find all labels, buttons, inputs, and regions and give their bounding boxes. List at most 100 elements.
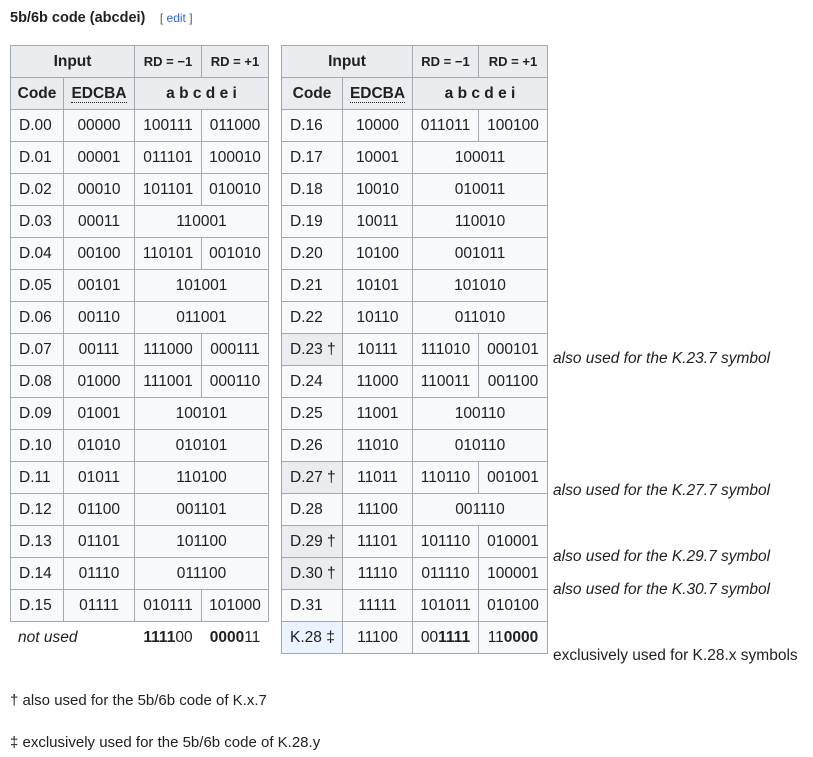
code-cell: D.13	[10, 525, 64, 558]
edcba-cell: 10000	[342, 109, 413, 142]
rd-plus-cell: 100001	[478, 557, 548, 590]
table-row: D.13 01101 101100	[10, 525, 269, 558]
rd-minus-cell: 100111	[134, 109, 202, 142]
edcba-cell: 00000	[63, 109, 135, 142]
edit-bracket-open: [	[159, 11, 164, 25]
rd-plus-cell: 001010	[201, 237, 269, 270]
abcdei-cell: 110100	[134, 461, 269, 494]
edcba-cell: 11000	[342, 365, 413, 398]
edcba-cell: 01101	[63, 525, 135, 558]
table-row: D.24 11000 110011 001100	[281, 365, 548, 398]
rd-minus-cell: 101011	[412, 589, 479, 622]
code-cell: D.31	[281, 589, 343, 622]
edcba-cell: 01100	[63, 493, 135, 526]
abcdei-cell: 010101	[134, 429, 269, 462]
header-code: Code	[10, 77, 64, 110]
rd-minus-cell: 110011	[412, 365, 479, 398]
code-cell: D.22	[281, 301, 343, 334]
code-cell: D.25	[281, 397, 343, 430]
code-cell: D.17	[281, 141, 343, 174]
rd-minus-cell: 011101	[134, 141, 202, 174]
table-row: D.25 11001 100110	[281, 397, 548, 430]
table-row: D.09 01001 100101	[10, 397, 269, 430]
table-row: D.04 00100 110101 001010	[10, 237, 269, 270]
header-rd-plus: RD = +1	[478, 45, 548, 78]
code-cell: D.02	[10, 173, 64, 206]
table-row: D.08 01000 111001 000110	[10, 365, 269, 398]
header-edcba-label: EDCBA	[349, 84, 406, 103]
edcba-cell: 10010	[342, 173, 413, 206]
table-row: D.23 † 10111 111010 000101	[281, 333, 548, 366]
header-abcdei: a b c d e i	[134, 77, 269, 110]
header-edcba: EDCBA	[63, 77, 135, 110]
code-cell: D.24	[281, 365, 343, 398]
edcba-cell: 10100	[342, 237, 413, 270]
table-row: D.20 10100 001011	[281, 237, 548, 270]
abcdei-cell: 100101	[134, 397, 269, 430]
edcba-cell: 00100	[63, 237, 135, 270]
edcba-cell: 00110	[63, 301, 135, 334]
edit-link[interactable]: edit	[166, 11, 186, 25]
rd-plus-cell: 000111	[201, 333, 269, 366]
code-cell: D.18	[281, 173, 343, 206]
rd-plus-cell: 000101	[478, 333, 548, 366]
header-rd-minus: RD = −1	[412, 45, 479, 78]
bold-bits: 1111	[438, 628, 471, 646]
edcba-cell: 01001	[63, 397, 135, 430]
section-heading: 5b/6b code (abcdei) [ edit ]	[10, 9, 193, 29]
code-cell: D.20	[281, 237, 343, 270]
rd-plus-cell: 011000	[201, 109, 269, 142]
code-cell: D.14	[10, 557, 64, 590]
edcba-cell: 01010	[63, 429, 135, 462]
table-row: D.07 00111 111000 000111	[10, 333, 269, 366]
code-cell: D.00	[10, 109, 64, 142]
rd-minus-cell: 101110	[412, 525, 479, 558]
code-cell: D.10	[10, 429, 64, 462]
code-cell: D.30 †	[281, 557, 343, 590]
table-row: D.17 10001 100011	[281, 141, 548, 174]
table-row: D.03 00011 110001	[10, 205, 269, 238]
note-d30: also used for the K.30.7 symbol	[553, 581, 771, 598]
plain-bits: 11	[487, 628, 504, 646]
header-code: Code	[281, 77, 343, 110]
table-row: D.28 11100 001110	[281, 493, 548, 526]
abcdei-cell: 110010	[412, 205, 548, 238]
bold-bits: 0000	[209, 628, 245, 646]
edcba-cell: 11101	[342, 525, 413, 558]
table-row: D.29 † 11101 101110 010001	[281, 525, 548, 558]
abcdei-cell: 011100	[134, 557, 269, 590]
section-title: 5b/6b code (abcdei)	[10, 10, 146, 26]
code-table-right: Input RD = −1 RD = +1 Code EDCBA a b c d…	[281, 45, 548, 654]
code-cell: D.16	[281, 109, 343, 142]
edcba-cell: 00101	[63, 269, 135, 302]
rd-minus-cell: 010111	[134, 589, 202, 622]
plain-bits: 00	[420, 628, 439, 646]
header-input: Input	[10, 45, 135, 78]
edit-section: [ edit ]	[160, 11, 193, 25]
code-cell: D.09	[10, 397, 64, 430]
header-rd-plus: RD = +1	[201, 45, 269, 78]
header-rd-minus: RD = −1	[134, 45, 202, 78]
edcba-cell: 00001	[63, 141, 135, 174]
rd-minus-cell: 011110	[412, 557, 479, 590]
plain-bits: 11	[244, 628, 261, 646]
rd-minus-cell: 101101	[134, 173, 202, 206]
rd-plus-cell: 010001	[478, 525, 548, 558]
edcba-cell: 11110	[342, 557, 413, 590]
edcba-cell: 10110	[342, 301, 413, 334]
edcba-cell: 10101	[342, 269, 413, 302]
code-table-left: Input RD = −1 RD = +1 Code EDCBA a b c d…	[10, 45, 269, 654]
table-row: D.00 00000 100111 011000	[10, 109, 269, 142]
code-cell: D.29 †	[281, 525, 343, 558]
not-used-row: not used 111100 000011	[10, 621, 269, 654]
abcdei-cell: 001101	[134, 493, 269, 526]
code-cell: D.08	[10, 365, 64, 398]
code-cell: D.15	[10, 589, 64, 622]
table-row: D.01 00001 011101 100010	[10, 141, 269, 174]
table-row: D.02 00010 101101 010010	[10, 173, 269, 206]
rd-minus-cell: 001111	[412, 621, 479, 654]
edit-bracket-close: ]	[189, 11, 193, 25]
abcdei-cell: 101010	[412, 269, 548, 302]
bold-bits: 1111	[143, 628, 176, 646]
rd-minus-cell: 111000	[134, 333, 202, 366]
